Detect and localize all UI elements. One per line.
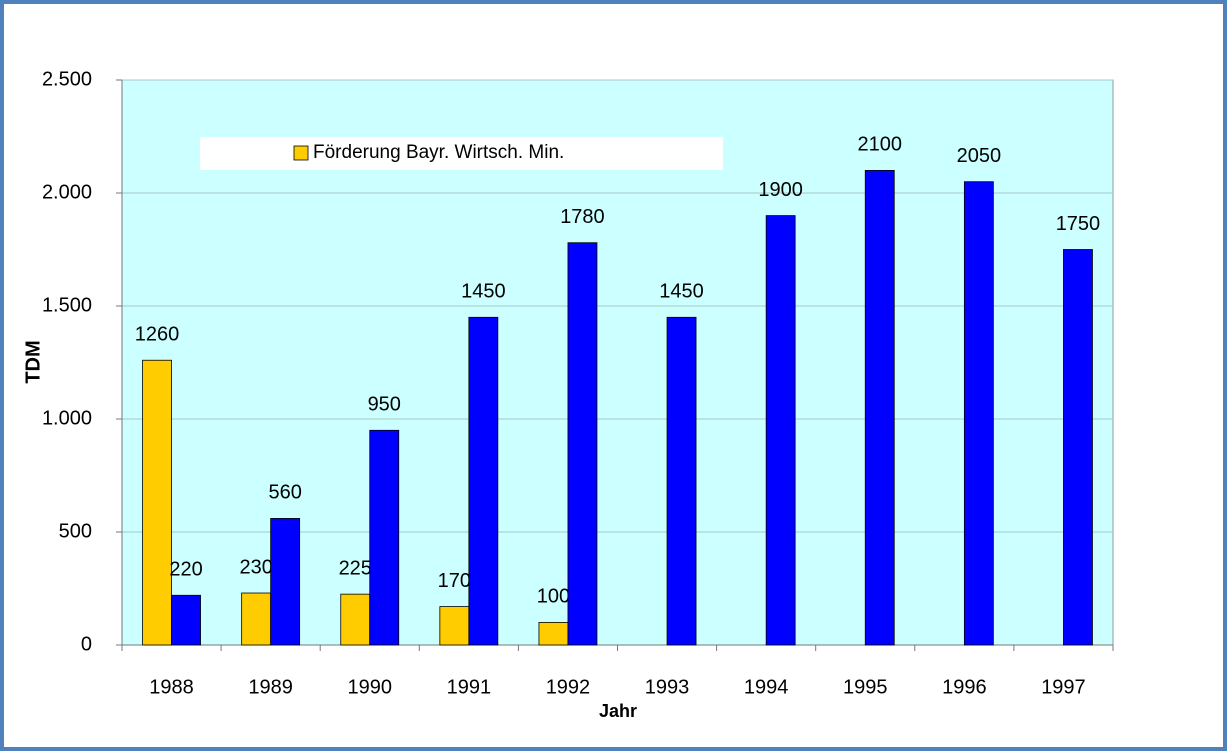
y-tick-label: 1.500	[42, 294, 92, 316]
data-label: 220	[169, 559, 202, 581]
data-label: 1750	[1056, 213, 1101, 235]
data-label: 950	[368, 394, 401, 416]
y-axis-title: TDM	[22, 340, 44, 383]
bar	[963, 181, 994, 646]
bar	[340, 593, 371, 646]
data-label: 560	[268, 482, 301, 504]
bar	[864, 169, 895, 646]
data-label: 230	[239, 556, 272, 578]
legend-label: Förderung Bayr. Wirtsch. Min.	[313, 142, 564, 163]
y-tick-label: 0	[81, 633, 92, 655]
bar	[439, 606, 470, 646]
bar	[567, 242, 598, 646]
y-tick-label: 2.500	[42, 68, 92, 90]
bar	[241, 592, 272, 646]
x-tick-label: 1990	[348, 676, 393, 698]
x-tick-label: 1989	[248, 676, 293, 698]
bar	[1063, 249, 1093, 646]
bar	[171, 594, 201, 646]
x-tick-label: 1988	[149, 676, 194, 698]
legend-box	[200, 137, 723, 170]
x-axis-title: Jahr	[599, 701, 637, 721]
data-label: 1450	[659, 281, 704, 303]
data-label: 100	[537, 586, 570, 608]
x-tick-label: 1994	[744, 676, 789, 698]
bar	[468, 316, 499, 646]
x-tick-label: 1993	[645, 676, 690, 698]
bar	[270, 518, 301, 646]
data-label: 1900	[758, 179, 803, 201]
data-label: 2050	[957, 145, 1002, 167]
data-label: 2100	[858, 134, 903, 156]
data-label: 170	[438, 570, 471, 592]
bar	[666, 316, 697, 646]
data-label: 225	[339, 557, 372, 579]
bar	[765, 215, 796, 646]
data-label: 1780	[560, 206, 605, 228]
y-tick-label: 2.000	[42, 181, 92, 203]
x-tick-label: 1991	[447, 676, 492, 698]
y-tick-label: 500	[59, 520, 92, 542]
x-tick-label: 1995	[843, 676, 888, 698]
bar	[142, 359, 172, 646]
legend-swatch	[293, 145, 309, 161]
y-tick-label: 1.000	[42, 407, 92, 429]
x-tick-label: 1992	[546, 676, 591, 698]
bar	[369, 429, 400, 646]
bar	[538, 622, 569, 646]
x-tick-label: 1997	[1041, 676, 1086, 698]
data-label: 1450	[461, 281, 506, 303]
x-tick-label: 1996	[942, 676, 987, 698]
data-label: 1260	[135, 324, 180, 346]
